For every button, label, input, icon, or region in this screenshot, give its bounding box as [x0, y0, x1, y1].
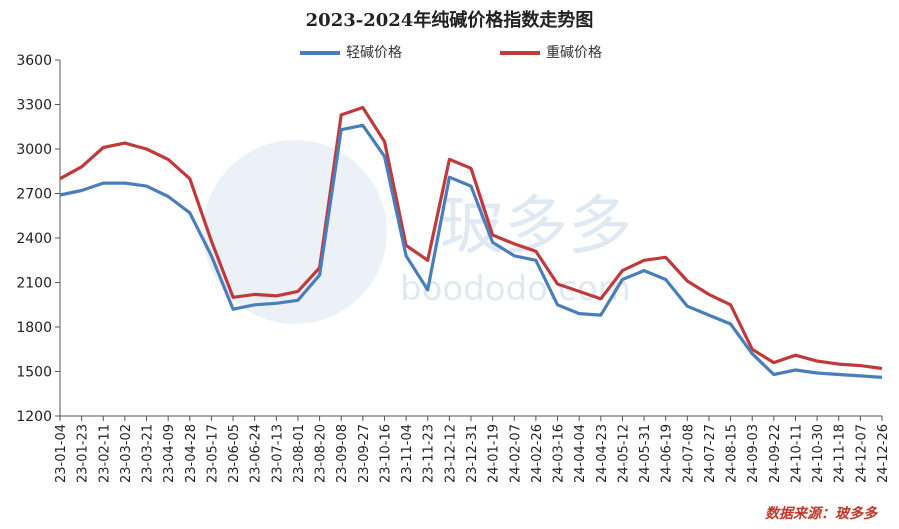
x-tick-label: 23-12-31	[465, 424, 480, 483]
x-tick-label: 23-04-09	[162, 424, 177, 483]
x-tick-label: 23-07-13	[270, 424, 285, 483]
x-tick-label: 23-09-27	[357, 424, 372, 483]
x-tick-label: 23-11-23	[422, 424, 437, 483]
legend-label-heavy: 重碱价格	[546, 45, 602, 61]
x-tick-label: 23-08-01	[292, 424, 307, 483]
x-tick-label: 24-02-26	[530, 424, 545, 483]
y-tick-label: 1200	[16, 409, 52, 425]
y-tick-label: 1500	[16, 365, 52, 381]
x-tick-label: 24-10-11	[789, 424, 804, 483]
x-tick-label: 24-11-18	[833, 424, 848, 483]
x-tick-label: 24-12-26	[876, 424, 891, 483]
y-tick-label: 2100	[16, 276, 52, 292]
x-tick-label: 24-09-03	[746, 424, 761, 483]
x-tick-label: 24-12-07	[854, 424, 869, 483]
x-tick-label: 24-04-23	[595, 424, 610, 483]
watermark-logo	[203, 140, 387, 324]
x-tick-label: 23-10-16	[378, 424, 393, 483]
x-tick-label: 24-04-04	[573, 424, 588, 483]
series-layer	[59, 105, 883, 379]
x-tick-label: 24-03-16	[552, 424, 567, 483]
x-tick-label: 23-09-08	[335, 424, 350, 483]
chart-title: 2023-2024年纯碱价格指数走势图	[305, 10, 594, 31]
x-tick-label: 24-01-19	[487, 424, 502, 483]
x-tick-label: 23-05-17	[205, 424, 220, 483]
x-tick-label: 23-02-11	[97, 424, 112, 483]
x-tick-label: 24-07-08	[681, 424, 696, 483]
axes: 1200 1500 1800 2100 2400 2700 3000 3300 3600 23-0…	[16, 53, 891, 483]
x-tick-label: 24-05-31	[638, 424, 653, 483]
legend-swatch-heavy	[500, 51, 540, 55]
x-tick-label: 23-11-04	[400, 424, 415, 483]
x-tick-label: 23-03-02	[119, 424, 134, 483]
y-tick-label: 2700	[16, 187, 52, 203]
series-line-0	[59, 123, 883, 379]
x-tick-label: 23-03-21	[141, 424, 156, 483]
data-source-note: 数据来源：玻多多	[765, 506, 877, 522]
x-tick-label: 24-02-07	[508, 424, 523, 483]
x-tick-label: 23-12-12	[443, 424, 458, 483]
y-tick-label: 1800	[16, 320, 52, 336]
legend-item-heavy: 重碱价格	[500, 42, 602, 62]
x-tick-label: 24-05-12	[616, 424, 631, 483]
x-tick-label: 24-08-15	[725, 424, 740, 483]
series-line-1	[59, 105, 883, 371]
legend-item-light: 轻碱价格	[300, 42, 402, 62]
y-tick-label: 3000	[16, 142, 52, 158]
x-tick-label: 23-01-04	[54, 424, 69, 483]
legend-swatch-light	[300, 51, 340, 55]
x-tick-label: 24-10-30	[811, 424, 826, 483]
x-tick-label: 24-06-19	[660, 424, 675, 483]
watermark-text-en: boododo.com	[400, 269, 631, 309]
x-tick-label: 23-06-05	[227, 424, 242, 483]
x-tick-label: 23-06-24	[249, 424, 264, 483]
x-tick-label: 23-08-20	[314, 424, 329, 483]
x-tick-label: 24-09-22	[768, 424, 783, 483]
x-tick-label: 23-01-23	[76, 424, 91, 483]
legend-label-light: 轻碱价格	[346, 45, 402, 61]
y-tick-label: 3300	[16, 98, 52, 114]
x-tick-label: 24-07-27	[703, 424, 718, 483]
y-tick-label: 2400	[16, 231, 52, 247]
y-tick-label: 3600	[16, 53, 52, 69]
x-tick-label: 23-04-28	[184, 424, 199, 483]
